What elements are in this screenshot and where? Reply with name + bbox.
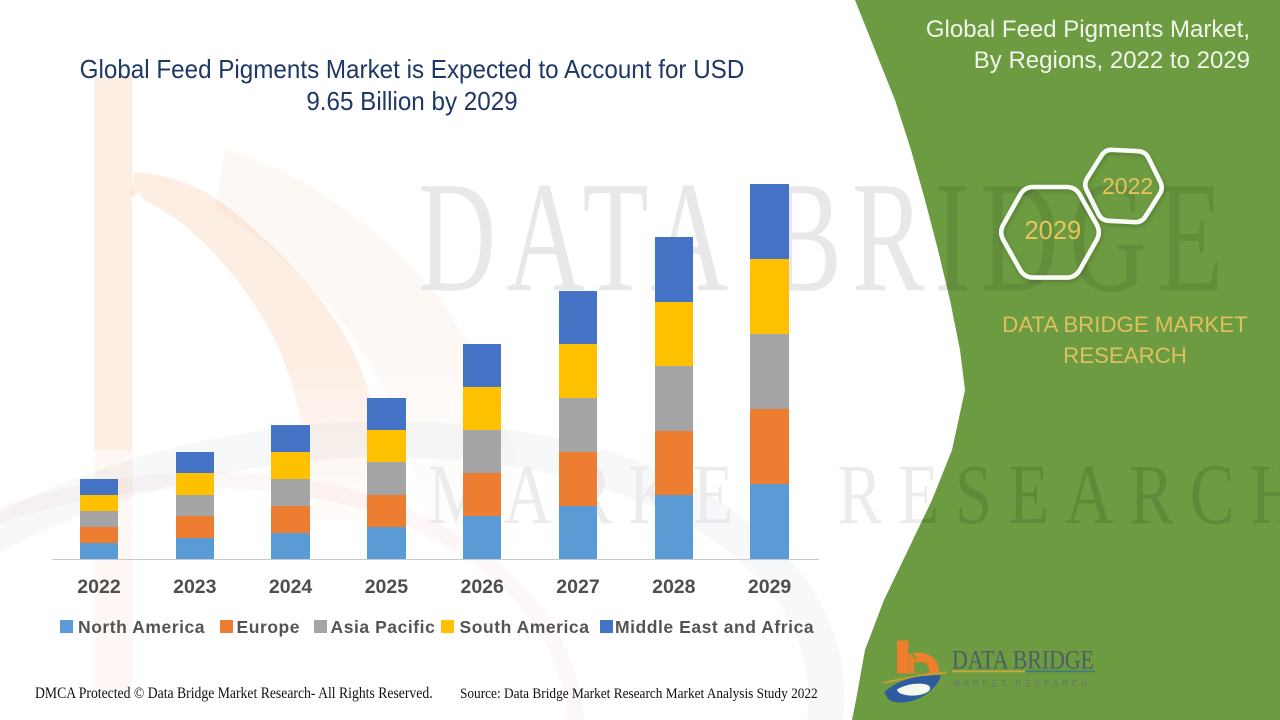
svg-text:DATA BRIDGE: DATA BRIDGE (952, 646, 1094, 675)
svg-text:MARKET RESEARCH: MARKET RESEARCH (953, 678, 1091, 688)
